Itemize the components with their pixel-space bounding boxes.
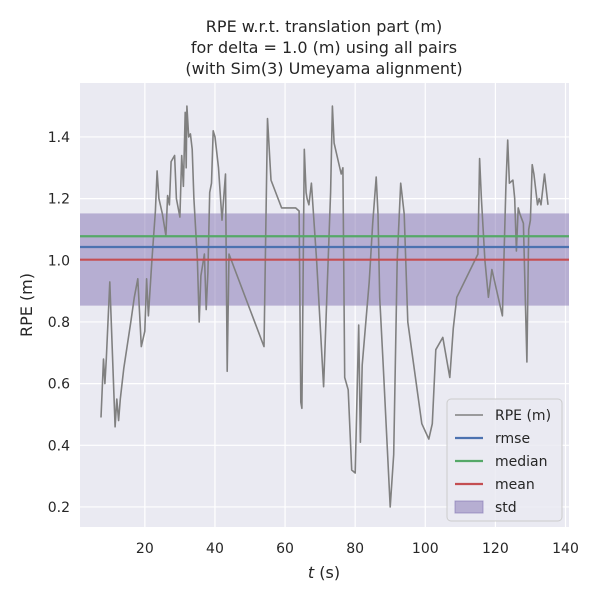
legend-median-label: median [495,454,547,470]
y-tick-label: 0.4 [48,438,70,454]
y-tick-label: 1.2 [48,192,70,208]
tick-labels: 20 40 60 80 100 120 140 0.2 0.4 0.6 0.8 1.0 1.2 1.4 [48,130,579,557]
x-axis-label-unit: (s) [314,563,340,582]
x-tick-label: 80 [346,541,364,557]
legend-box [446,398,563,522]
rpe-series-layer [100,105,549,508]
x-tick-label: 140 [552,541,579,557]
y-axis-label: RPE (m) [17,273,36,337]
chart-title-line-2: for delta = 1.0 (m) using all pairs [191,38,457,57]
x-tick-label: 40 [206,541,224,557]
y-tick-label: 0.6 [48,377,70,393]
y-tick-label: 1.4 [48,130,70,146]
legend-std-label: std [495,500,517,516]
stat-lines-layer [80,235,569,261]
legend-std-swatch [454,500,484,514]
legend-rpe-label: RPE (m) [495,408,551,424]
chart-title-line-3: (with Sim(3) Umeyama alignment) [185,59,462,78]
x-tick-label: 120 [482,541,509,557]
y-tick-label: 0.2 [48,500,70,516]
x-tick-label: 20 [136,541,154,557]
x-axis-label: t (s) [308,563,340,582]
legend-rmse-label: rmse [495,431,530,447]
legend: RPE (m) rmse median mean std [446,398,563,522]
rpe-line [100,105,549,508]
x-tick-label: 60 [276,541,294,557]
x-tick-label: 100 [412,541,439,557]
legend-mean-label: mean [495,477,535,493]
chart-title-line-1: RPE w.r.t. translation part (m) [206,17,442,36]
y-tick-label: 0.8 [48,315,70,331]
y-tick-label: 1.0 [48,253,70,269]
x-axis-label-variable: t [308,563,315,582]
